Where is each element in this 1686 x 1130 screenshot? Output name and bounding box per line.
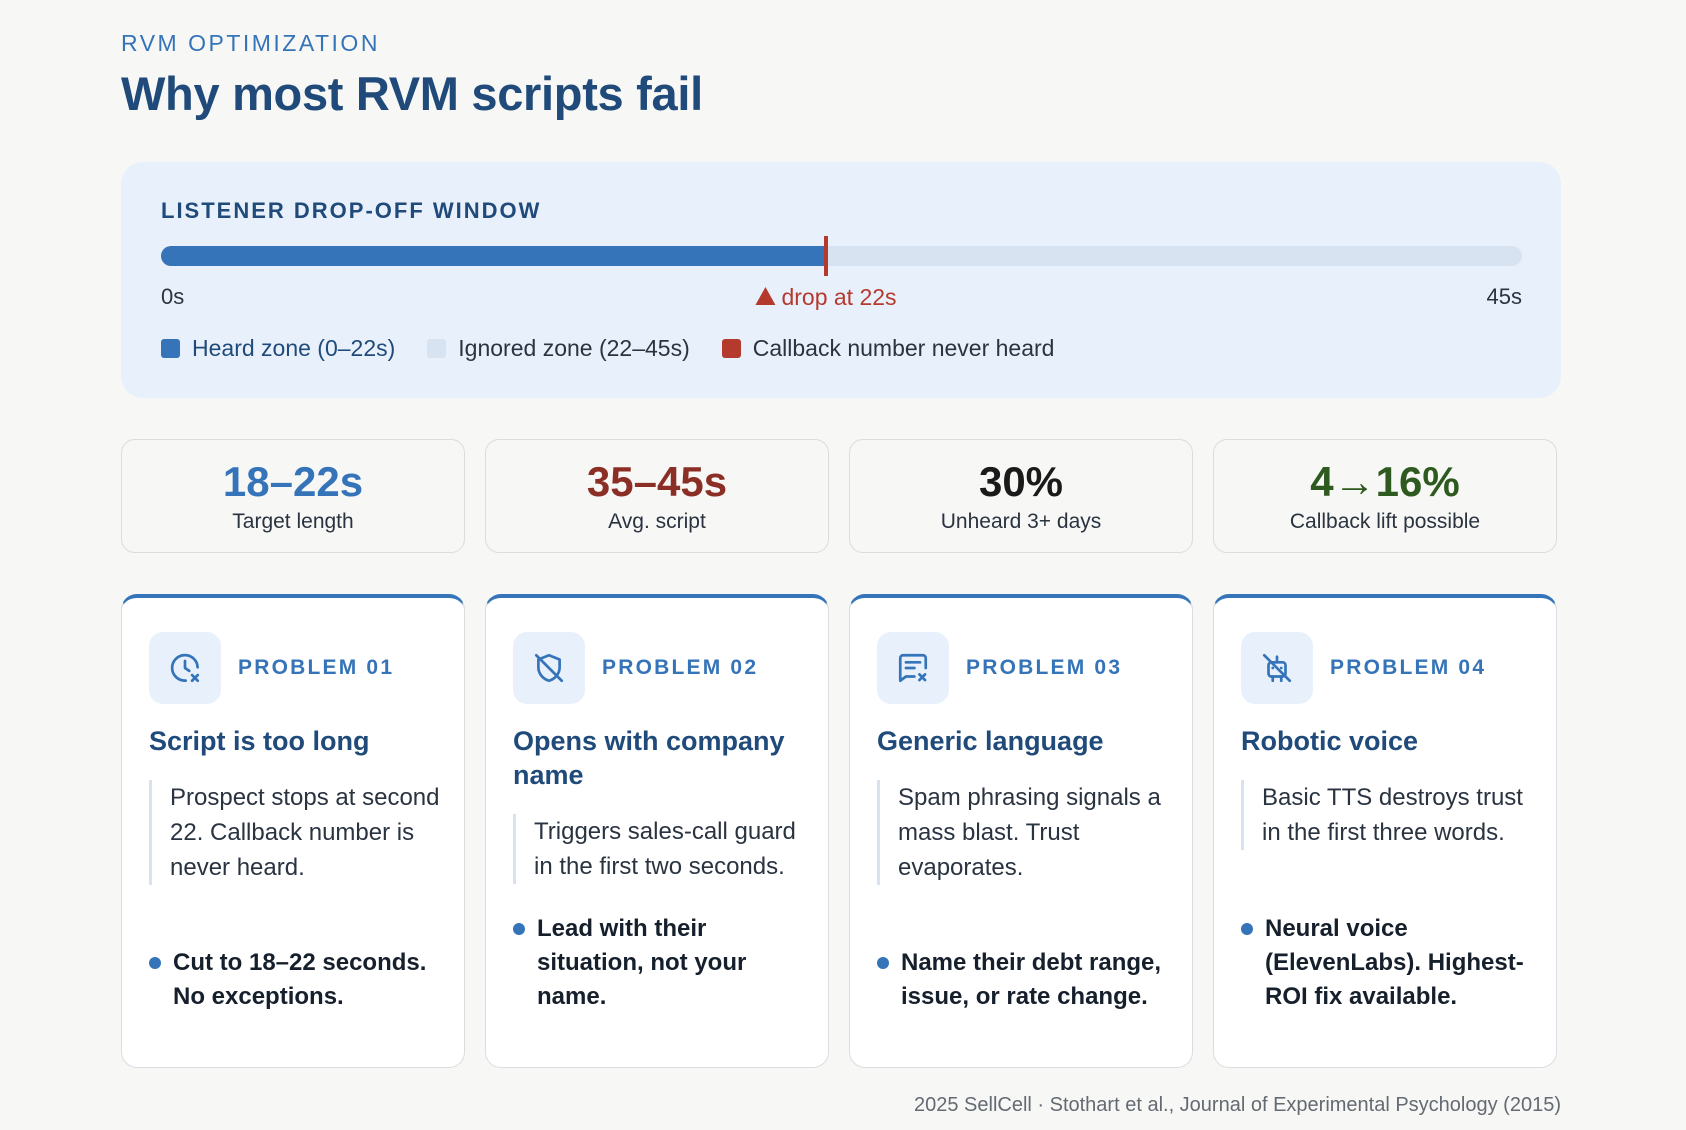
stat-card: 18–22s Target length [121, 439, 465, 553]
stat-label: Avg. script [608, 510, 706, 533]
source-footer: 2025 SellCell · Stothart et al., Journal… [913, 1094, 1561, 1116]
legend-label: Ignored zone (22–45s) [458, 335, 690, 361]
problem-title: Generic language [877, 726, 1104, 756]
stat-label: Unheard 3+ days [940, 510, 1102, 533]
problem-fix: Lead with their situation, not your name… [513, 912, 812, 1014]
legend: Heard zone (0–22s) Ignored zone (22–45s)… [161, 335, 1054, 362]
stat-value: 18–22s [222, 458, 364, 505]
problem-tag: PROBLEM 01 [238, 656, 395, 679]
stat-card: 35–45s Avg. script [485, 439, 829, 553]
problem-fix-text: Lead with their situation, not your name… [537, 915, 747, 1010]
stat-label: Target length [232, 510, 354, 533]
problem-fix: Name their debt range, issue, or rate ch… [877, 946, 1176, 1014]
bullet-icon [1241, 923, 1253, 935]
problem-tag: PROBLEM 03 [966, 656, 1123, 679]
axis-end-label: 45s [1486, 284, 1522, 309]
legend-swatch [721, 339, 741, 358]
bullet-icon [149, 957, 161, 969]
stat-card: 30% Unheard 3+ days [849, 439, 1193, 553]
message-x-icon [877, 632, 949, 704]
problem-cards: PROBLEM 01 Script is too long Prospect s… [121, 594, 1561, 1068]
heard-zone-bar [161, 246, 826, 266]
problem-description: Spam phrasing signals a mass blast. Trus… [877, 780, 1172, 885]
problem-title: Script is too long [149, 726, 370, 756]
problem-fix: Cut to 18–22 seconds. No exceptions. [149, 946, 448, 1014]
legend-label: Callback number never heard [752, 335, 1055, 361]
stat-value: 4→16% [1310, 458, 1460, 505]
problem-tag: PROBLEM 02 [602, 656, 759, 679]
problem-card: PROBLEM 02 Opens with company name Trigg… [485, 594, 829, 1068]
problem-description: Basic TTS destroys trust in the first th… [1241, 780, 1536, 850]
problem-card: PROBLEM 04 Robotic voice Basic TTS destr… [1213, 594, 1557, 1068]
page-title: Why most RVM scripts fail [121, 67, 703, 120]
stat-card: 4→16% Callback lift possible [1213, 439, 1557, 553]
legend-swatch [427, 339, 447, 358]
stat-value: 35–45s [586, 458, 728, 505]
robot-off-icon [1241, 632, 1313, 704]
legend-item-callback: Callback number never heard [721, 335, 1055, 362]
problem-description: Prospect stops at second 22. Callback nu… [149, 780, 444, 885]
axis-start-label: 0s [161, 284, 185, 309]
drop-label: drop at 22s [755, 284, 897, 311]
problem-tag: PROBLEM 04 [1330, 656, 1487, 679]
drop-label-text: drop at 22s [781, 284, 897, 310]
stat-value: 30% [978, 458, 1064, 505]
legend-label: Heard zone (0–22s) [192, 335, 396, 361]
problem-title: Opens with company name [513, 726, 785, 790]
dropoff-panel: LISTENER DROP-OFF WINDOW 0s drop at 22s … [121, 162, 1561, 398]
clock-x-icon [149, 632, 221, 704]
problem-description: Triggers sales-call guard in the first t… [513, 814, 808, 884]
bullet-icon [877, 957, 889, 969]
shield-off-icon [513, 632, 585, 704]
dropoff-label: LISTENER DROP-OFF WINDOW [161, 198, 542, 223]
legend-swatch [161, 339, 180, 358]
problem-fix-text: Name their debt range, issue, or rate ch… [901, 949, 1162, 1010]
problem-card: PROBLEM 01 Script is too long Prospect s… [121, 594, 465, 1068]
stats-row: 18–22s Target length 35–45s Avg. script … [121, 439, 1561, 553]
legend-item-heard: Heard zone (0–22s) [161, 335, 395, 362]
stat-label: Callback lift possible [1289, 510, 1481, 533]
bullet-icon [513, 923, 525, 935]
problem-card: PROBLEM 03 Generic language Spam phrasin… [849, 594, 1193, 1068]
problem-title: Robotic voice [1241, 726, 1419, 756]
triangle-up-icon [755, 287, 776, 305]
drop-marker [824, 236, 828, 276]
eyebrow: RVM OPTIMIZATION [121, 30, 380, 56]
dropoff-track [161, 236, 1522, 276]
problem-fix-text: Cut to 18–22 seconds. No exceptions. [173, 949, 427, 1010]
problem-fix-text: Neural voice (ElevenLabs). Highest-ROI f… [1265, 915, 1524, 1010]
legend-item-ignored: Ignored zone (22–45s) [427, 335, 690, 362]
problem-fix: Neural voice (ElevenLabs). Highest-ROI f… [1241, 912, 1540, 1014]
